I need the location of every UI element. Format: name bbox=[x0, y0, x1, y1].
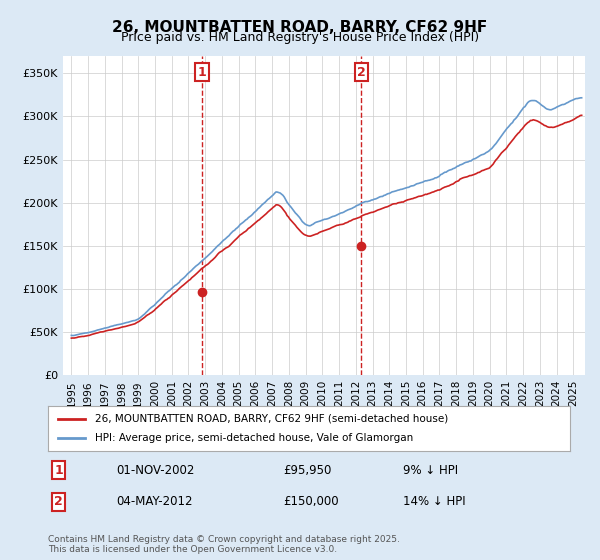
Text: 04-MAY-2012: 04-MAY-2012 bbox=[116, 496, 193, 508]
Text: £95,950: £95,950 bbox=[283, 464, 331, 477]
Text: 01-NOV-2002: 01-NOV-2002 bbox=[116, 464, 194, 477]
Text: 9% ↓ HPI: 9% ↓ HPI bbox=[403, 464, 458, 477]
Text: 2: 2 bbox=[357, 66, 366, 78]
Text: £150,000: £150,000 bbox=[283, 496, 338, 508]
Text: 14% ↓ HPI: 14% ↓ HPI bbox=[403, 496, 466, 508]
Text: 26, MOUNTBATTEN ROAD, BARRY, CF62 9HF: 26, MOUNTBATTEN ROAD, BARRY, CF62 9HF bbox=[112, 20, 488, 35]
Text: 1: 1 bbox=[54, 464, 63, 477]
Text: Contains HM Land Registry data © Crown copyright and database right 2025.
This d: Contains HM Land Registry data © Crown c… bbox=[48, 535, 400, 554]
Text: 2: 2 bbox=[54, 496, 63, 508]
Text: 26, MOUNTBATTEN ROAD, BARRY, CF62 9HF (semi-detached house): 26, MOUNTBATTEN ROAD, BARRY, CF62 9HF (s… bbox=[95, 413, 448, 423]
Text: 1: 1 bbox=[198, 66, 207, 78]
Text: HPI: Average price, semi-detached house, Vale of Glamorgan: HPI: Average price, semi-detached house,… bbox=[95, 433, 413, 444]
Text: Price paid vs. HM Land Registry's House Price Index (HPI): Price paid vs. HM Land Registry's House … bbox=[121, 31, 479, 44]
